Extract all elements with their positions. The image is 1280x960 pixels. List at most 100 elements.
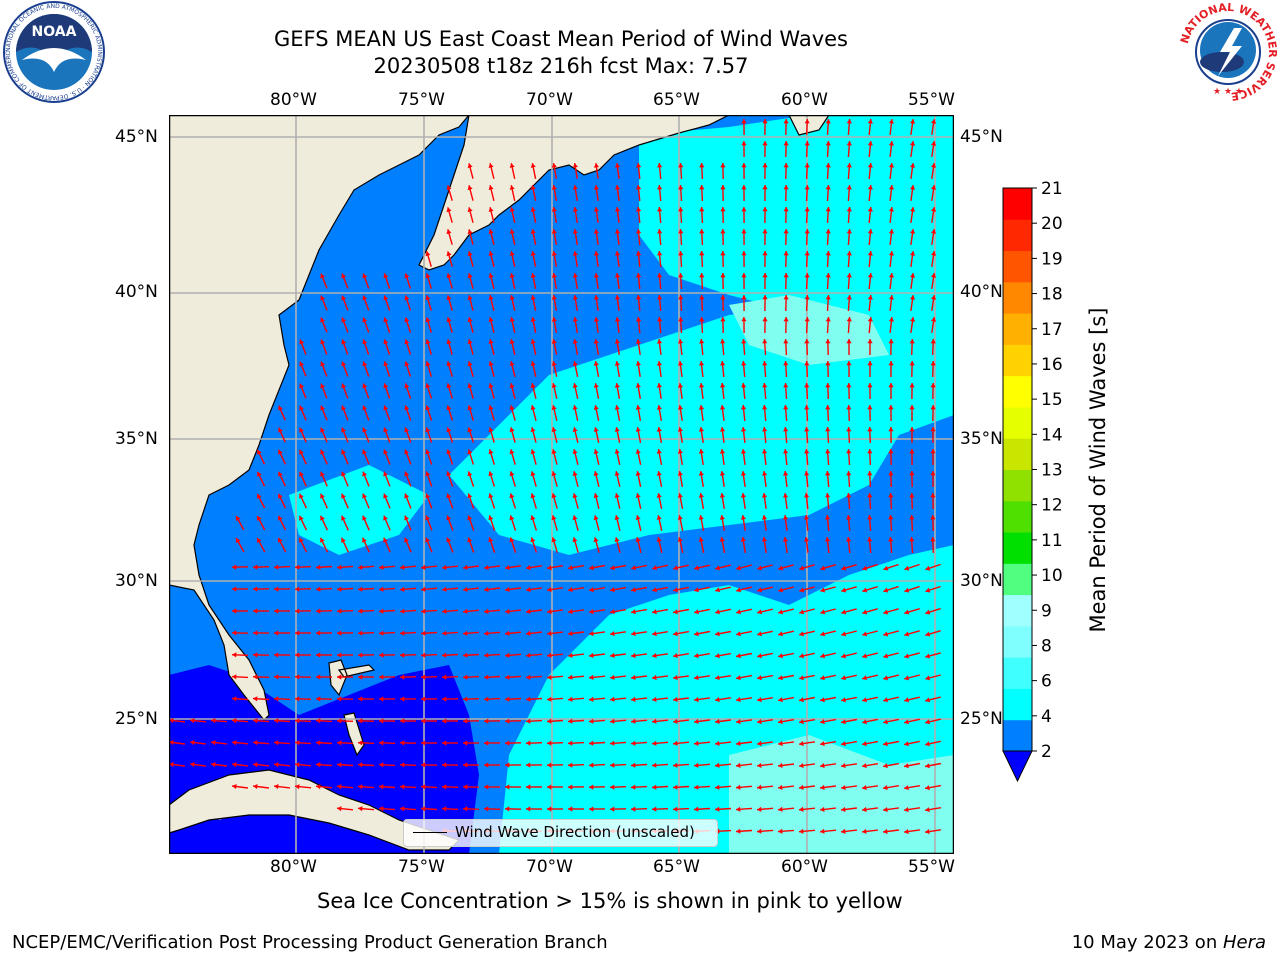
wave-arrow-head — [846, 119, 852, 124]
wave-arrow-head — [463, 586, 468, 592]
wave-arrow-head — [715, 740, 720, 746]
wave-arrow-head — [888, 537, 894, 542]
wave-arrow-head — [804, 405, 810, 410]
wave-arrow-head — [295, 718, 300, 724]
wave-arrow-head — [678, 229, 684, 234]
wave-arrow-head — [316, 718, 321, 724]
wave-arrow-head — [589, 806, 594, 812]
wave-arrow-head — [741, 207, 747, 212]
svg-text:★ ★ ★: ★ ★ ★ — [1213, 87, 1243, 97]
wave-arrow-head — [488, 383, 494, 389]
wave-arrow-head — [931, 119, 937, 124]
wave-arrow-head — [614, 493, 620, 498]
lon-label-bottom: 70°W — [526, 857, 573, 877]
wave-arrow-head — [484, 784, 489, 790]
wave-arrow-head — [636, 295, 642, 300]
wave-arrow-head — [778, 806, 783, 812]
wave-arrow-head — [572, 537, 578, 543]
wave-arrow-head — [883, 631, 889, 637]
wave-arrow-head — [358, 806, 363, 812]
wave-arrow-head — [841, 565, 847, 571]
wave-arrow-head — [883, 675, 888, 681]
wave-arrow-head — [783, 493, 789, 498]
wave-arrow-head — [736, 784, 741, 790]
wave-arrow-head — [778, 741, 783, 747]
colorbar-tick-label: 17 — [1041, 320, 1063, 340]
colorbar-band — [1003, 469, 1032, 502]
wave-arrow-head — [867, 119, 873, 124]
legend-label: Wind Wave Direction (unscaled) — [455, 823, 695, 841]
wave-arrow-head — [530, 339, 536, 344]
wave-arrow-head — [799, 784, 804, 790]
wave-arrow-head — [757, 828, 762, 834]
wave-arrow-head — [757, 784, 762, 790]
wave-arrow-head — [446, 449, 452, 455]
wave-arrow-head — [888, 427, 894, 432]
wave-arrow-head — [930, 405, 936, 410]
wave-arrow-head — [736, 740, 741, 746]
wave-arrow-head — [484, 674, 489, 680]
wave-arrow-head — [631, 718, 636, 724]
wave-arrow-head — [169, 740, 174, 746]
wave-arrow-head — [488, 295, 494, 300]
wave-arrow-head — [783, 207, 789, 212]
wave-arrow-head — [799, 653, 804, 659]
wave-arrow-head — [463, 652, 468, 658]
wave-arrow-head — [825, 383, 831, 388]
wave-arrow-head — [925, 565, 931, 571]
wave-arrow-head — [699, 339, 705, 344]
wave-arrow-head — [698, 515, 704, 520]
wave-arrow-head — [572, 295, 578, 300]
wave-arrow-head — [341, 427, 346, 433]
wave-arrow-head — [904, 807, 909, 813]
wave-arrow-head — [657, 163, 663, 168]
wave-arrow-head — [867, 427, 873, 432]
wave-arrow-head — [799, 741, 804, 747]
wave-arrow-head — [593, 251, 599, 256]
footer-date: 10 May 2023 on Hera — [1072, 932, 1266, 953]
wave-arrow-head — [741, 383, 747, 388]
wave-arrow-head — [530, 361, 536, 366]
wave-arrow-head — [820, 719, 825, 725]
wave-arrow-head — [652, 674, 657, 681]
wave-arrow-head — [841, 763, 846, 769]
wave-arrow-head — [678, 185, 684, 190]
wave-arrow-head — [337, 630, 342, 636]
wave-arrow-head — [484, 762, 489, 768]
wave-arrow-head — [467, 361, 473, 367]
wave-arrow-head — [804, 273, 810, 278]
wave-arrow-head — [442, 608, 447, 614]
wave-arrow-head — [841, 653, 846, 659]
wave-arrow-head — [299, 361, 304, 367]
lon-label-bottom: 80°W — [270, 857, 317, 877]
wave-arrow-head — [720, 339, 726, 344]
wave-arrow-head — [694, 697, 699, 703]
wave-arrow-head — [488, 537, 494, 543]
wave-arrow-head — [379, 564, 384, 570]
wave-arrow-head — [820, 675, 825, 681]
wave-arrow-head — [699, 317, 705, 322]
wave-arrow-head — [757, 762, 762, 768]
wave-arrow-head — [783, 251, 789, 256]
wave-arrow-head — [635, 361, 641, 366]
lon-label-top: 55°W — [908, 90, 955, 110]
wave-arrow-head — [720, 405, 726, 410]
wave-arrow-head — [467, 449, 473, 455]
wave-arrow-head — [383, 339, 389, 345]
wave-arrow-head — [484, 718, 489, 724]
wave-arrow-head — [741, 251, 747, 256]
wave-arrow-head — [698, 471, 704, 476]
wave-arrow-head — [551, 471, 557, 477]
wave-arrow-head — [678, 361, 684, 366]
wave-arrow-head — [526, 630, 531, 636]
wave-arrow-head — [383, 405, 389, 411]
wave-arrow-head — [530, 383, 536, 388]
wave-arrow-head — [484, 586, 489, 592]
colorbar-tick-label: 15 — [1041, 390, 1063, 410]
wave-arrow-head — [505, 565, 510, 571]
wave-arrow-head — [804, 141, 810, 146]
wave-arrow-head — [699, 361, 705, 366]
wave-arrow-head — [362, 449, 367, 455]
wave-arrow-head — [526, 587, 531, 593]
colorbar-band — [1003, 719, 1032, 752]
